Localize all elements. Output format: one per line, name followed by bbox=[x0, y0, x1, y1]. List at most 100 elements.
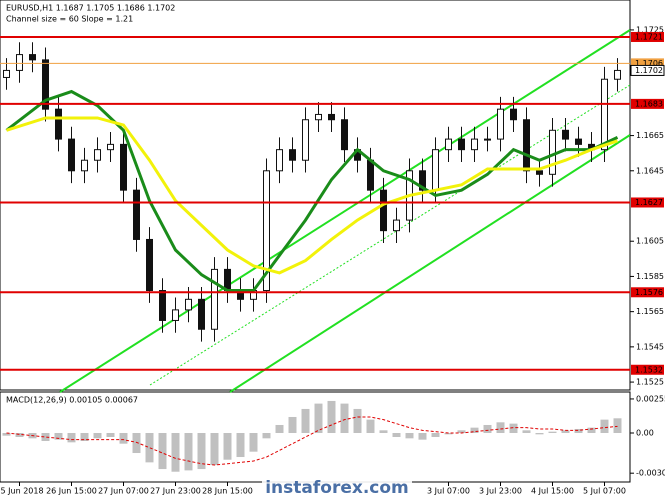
y-tick-label: 1.1725 bbox=[636, 25, 664, 34]
macd-bar bbox=[327, 400, 336, 433]
macd-bar bbox=[93, 432, 102, 439]
macd-bar bbox=[353, 408, 362, 433]
macd-bar bbox=[314, 403, 323, 433]
macd-bar bbox=[171, 432, 180, 472]
macd-bar bbox=[366, 419, 375, 433]
candle-body bbox=[484, 138, 491, 141]
x-tick-label: 4 Jul 15:00 bbox=[531, 487, 574, 496]
candle-body bbox=[133, 189, 140, 240]
macd-bar bbox=[262, 432, 271, 439]
macd-bar bbox=[54, 432, 63, 440]
y-tick-label: 0.00 bbox=[636, 428, 654, 437]
last-price-box bbox=[630, 64, 665, 76]
candle-body bbox=[497, 108, 504, 140]
x-tick-label: 25 Jun 2018 bbox=[0, 487, 44, 496]
candle-body bbox=[549, 129, 556, 175]
macd-bar bbox=[418, 432, 427, 440]
macd-bar bbox=[210, 432, 219, 466]
macd-bar bbox=[275, 424, 284, 433]
macd-bar bbox=[340, 403, 349, 433]
candle-body bbox=[380, 189, 387, 232]
y-tick-label: 1.1525 bbox=[636, 378, 664, 387]
candle-body bbox=[341, 119, 348, 151]
candle-body bbox=[458, 138, 465, 151]
candle-body bbox=[107, 143, 114, 151]
candle-body bbox=[445, 138, 452, 151]
watermark-bg bbox=[262, 478, 412, 496]
main-panel bbox=[0, 0, 631, 391]
candle-body bbox=[55, 108, 62, 140]
macd-bar bbox=[184, 432, 193, 471]
candle-body bbox=[185, 298, 192, 311]
macd-bar bbox=[80, 432, 89, 442]
y-tick-label: 1.1645 bbox=[636, 166, 664, 175]
subtitle: Channel size = 60 Slope = 1.21 bbox=[6, 15, 133, 24]
macd-title: MACD(12,26,9) 0.00105 0.00067 bbox=[6, 396, 138, 405]
x-tick-label: 27 Jun 23:00 bbox=[150, 487, 201, 496]
level-box bbox=[631, 31, 664, 42]
candle-body bbox=[289, 149, 296, 161]
channel-lower bbox=[229, 134, 631, 393]
level-label: 1.1721 bbox=[635, 32, 663, 41]
macd-bar bbox=[236, 432, 245, 458]
orange-level-box bbox=[631, 58, 664, 69]
moving-average bbox=[6, 116, 618, 275]
candle-body bbox=[471, 138, 478, 151]
candle-body bbox=[536, 170, 543, 175]
macd-bar bbox=[132, 432, 141, 454]
macd-bar bbox=[288, 416, 297, 433]
macd-bar bbox=[470, 427, 479, 433]
macd-bar bbox=[249, 432, 258, 452]
candle-body bbox=[432, 149, 439, 191]
macd-bar bbox=[379, 430, 388, 433]
macd-bar bbox=[496, 422, 505, 433]
macd-bar bbox=[145, 432, 154, 463]
macd-bar bbox=[41, 432, 50, 442]
candle-body bbox=[562, 129, 569, 140]
candle-body bbox=[211, 268, 218, 330]
x-tick-label: 3 Jul 07:00 bbox=[427, 487, 470, 496]
macd-bar bbox=[119, 432, 128, 444]
macd-bar bbox=[223, 432, 232, 460]
candle-body bbox=[263, 170, 270, 292]
macd-bar bbox=[158, 432, 167, 470]
candle-body bbox=[224, 268, 231, 292]
y-tick-label: 1.1665 bbox=[636, 131, 664, 140]
candle-body bbox=[3, 69, 10, 78]
macd-bar bbox=[457, 430, 466, 433]
candle-body bbox=[81, 159, 88, 172]
macd-bar bbox=[574, 428, 583, 433]
candle-body bbox=[614, 69, 621, 80]
macd-bar bbox=[2, 432, 11, 436]
candle-body bbox=[367, 159, 374, 191]
candle-body bbox=[159, 290, 166, 321]
level-box bbox=[631, 287, 664, 298]
level-label: 1.1576 bbox=[635, 288, 663, 297]
candle-body bbox=[94, 149, 101, 161]
level-label: 1.1532 bbox=[635, 365, 663, 374]
macd-bar bbox=[600, 419, 609, 433]
channel bbox=[59, 29, 631, 393]
x-tick-label: 3 Jul 23:00 bbox=[479, 487, 522, 496]
y-tick-label: 1.1565 bbox=[636, 307, 664, 316]
x-tick-label: 26 Jun 15:00 bbox=[46, 487, 97, 496]
macd-bar bbox=[405, 432, 414, 439]
last-price-label: 1.1702 bbox=[635, 66, 663, 75]
level-box bbox=[631, 98, 664, 109]
y-tick-label: 1.1605 bbox=[636, 237, 664, 246]
macd-bar bbox=[197, 432, 206, 470]
x-tick-label: 28 Jun 15:00 bbox=[202, 487, 253, 496]
y-tick-label: 0.00255 bbox=[636, 394, 665, 403]
candle-body bbox=[523, 119, 530, 172]
candle-body bbox=[315, 113, 322, 121]
macd-bar bbox=[509, 423, 518, 433]
macd-bar bbox=[106, 432, 115, 437]
macd-bar bbox=[67, 432, 76, 443]
macd-bar bbox=[15, 432, 24, 437]
candle-body bbox=[510, 108, 517, 121]
macd-bar bbox=[483, 424, 492, 433]
candle-body bbox=[198, 298, 205, 330]
level-box bbox=[631, 197, 664, 208]
orange-level-label: 1.1706 bbox=[635, 59, 663, 68]
